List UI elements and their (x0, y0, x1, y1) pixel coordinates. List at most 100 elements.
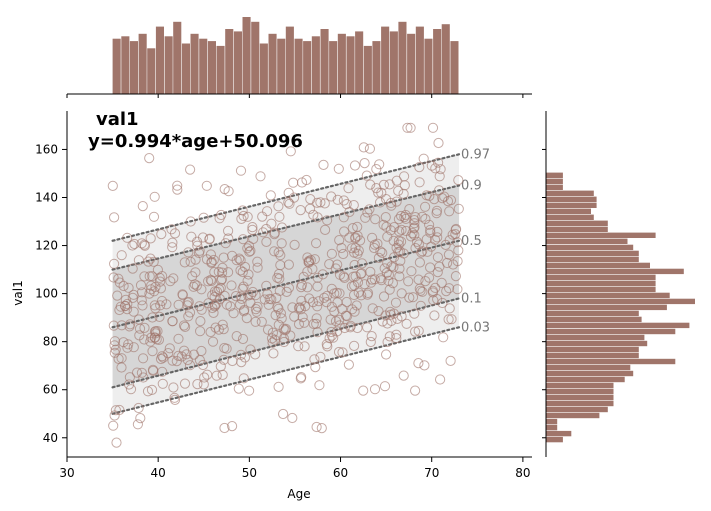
top-histogram-bar (216, 45, 225, 94)
scatter-point (326, 326, 337, 338)
scatter-point (252, 262, 263, 273)
scatter-point (135, 280, 147, 291)
scatter-point (235, 349, 247, 360)
scatter-point (293, 341, 304, 352)
right-histogram-bar (546, 214, 594, 220)
right-histogram-bar (546, 208, 591, 214)
scatter-point (394, 271, 405, 282)
scatter-point (429, 310, 440, 321)
scatter-point (284, 198, 295, 209)
scatter-point (430, 163, 441, 174)
scatter-point (128, 342, 139, 353)
right-histogram-bar (546, 244, 634, 251)
right-histogram-bar (546, 436, 563, 443)
scatter-point (180, 321, 191, 332)
scatter-point (373, 252, 384, 263)
scatter-point (147, 312, 158, 323)
scatter-point (135, 413, 146, 424)
scatter-point (318, 159, 329, 170)
right-histogram-bar (546, 280, 656, 287)
y-tick-label: 80 (43, 335, 58, 349)
top-histogram-bar (181, 43, 190, 94)
scatter-point (338, 248, 349, 260)
quantile-label: 0.03 (461, 320, 490, 335)
scatter-point (442, 257, 453, 269)
scatter-point (202, 369, 213, 380)
scatter-point (223, 225, 234, 236)
scatter-point (356, 290, 367, 301)
right-histogram-bar (546, 328, 676, 335)
scatter-point (161, 299, 172, 310)
scatter-point (266, 294, 277, 305)
scatter-point (315, 351, 326, 362)
right-histogram-bar (546, 286, 656, 293)
scatter-point (394, 263, 405, 274)
scatter-point (208, 254, 219, 266)
scatter-point (197, 359, 209, 371)
scatter-point (359, 158, 370, 169)
scatter-point (313, 296, 324, 307)
scatter-point (223, 186, 234, 197)
scatter-point (205, 249, 216, 260)
scatter-point (362, 322, 373, 333)
scatter-point (244, 385, 255, 396)
scatter-point (343, 359, 354, 370)
scatter-point (410, 385, 421, 396)
scatter-point (330, 316, 342, 327)
scatter-point (322, 341, 333, 352)
y-tick-label: 120 (35, 239, 58, 253)
top-histogram-bar (398, 21, 407, 94)
scatter-point (194, 301, 205, 312)
scatter-point (326, 330, 337, 341)
scatter-point (274, 285, 285, 296)
scatter-points (107, 122, 464, 448)
scatter-point (144, 288, 155, 299)
scatter-point (275, 308, 286, 319)
scatter-point (380, 212, 391, 223)
right-histogram (542, 111, 695, 457)
scatter-point (111, 437, 122, 448)
scatter-point (417, 246, 428, 257)
scatter-point (337, 347, 348, 358)
scatter-point (163, 348, 174, 359)
scatter-point (132, 419, 143, 430)
scatter-point (245, 245, 256, 256)
scatter-point (211, 298, 222, 309)
right-histogram-bar (546, 376, 625, 383)
scatter-point (281, 286, 292, 297)
scatter-point (441, 286, 452, 297)
scatter-point (250, 316, 261, 327)
scatter-point (242, 211, 253, 222)
scatter-point (252, 256, 263, 267)
scatter-point (138, 353, 149, 364)
scatter-point (155, 300, 166, 311)
scatter-point (145, 233, 156, 244)
scatter-point (115, 301, 126, 312)
scatter-point (275, 250, 286, 261)
scatter-point (444, 303, 455, 314)
scatter-point (302, 266, 313, 277)
scatter-point (433, 157, 444, 168)
scatter-point (349, 289, 360, 301)
top-histogram-bar (346, 36, 355, 95)
scatter-point (373, 306, 384, 317)
scatter-point (399, 212, 410, 223)
right-histogram-bar (546, 388, 614, 395)
scatter-point (266, 333, 278, 344)
scatter-point (326, 283, 337, 294)
scatter-point (311, 238, 322, 249)
scatter-point (219, 342, 230, 354)
right-histogram-bar (546, 406, 608, 413)
scatter-point (426, 160, 437, 171)
scatter-point (221, 299, 232, 310)
scatter-point (124, 379, 135, 390)
scatter-point (296, 295, 307, 306)
scatter-point (343, 183, 354, 194)
scatter-point (168, 273, 179, 284)
scatter-point (209, 267, 220, 278)
top-histogram-bar (207, 41, 216, 94)
scatter-point (149, 286, 160, 297)
scatter-point (364, 204, 375, 215)
scatter-point (177, 290, 188, 301)
scatter-point (409, 218, 420, 229)
